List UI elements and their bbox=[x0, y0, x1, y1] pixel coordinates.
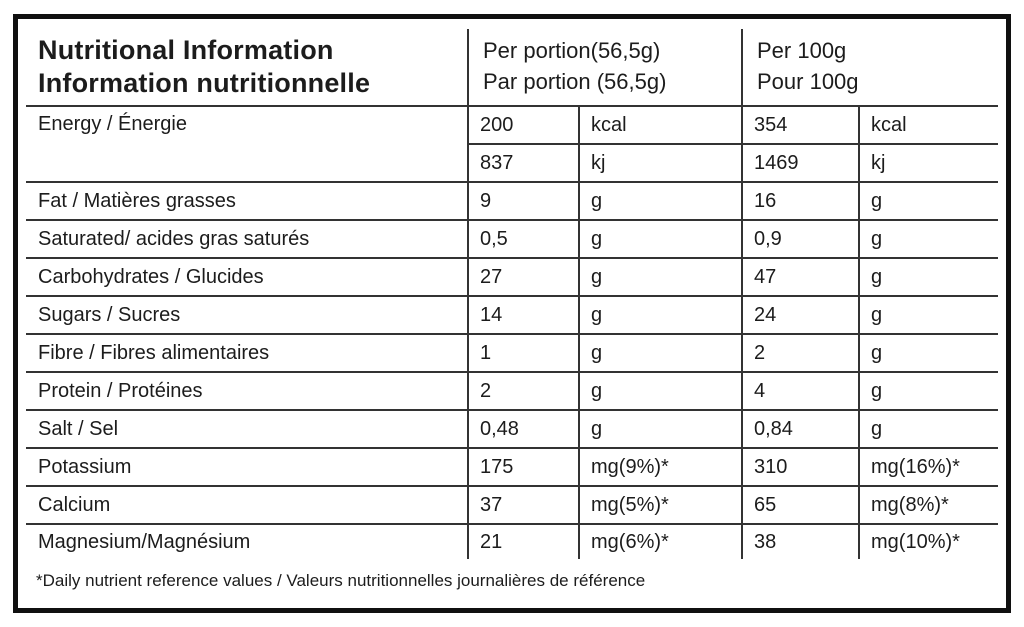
per100-unit: g bbox=[859, 334, 998, 373]
per100-value: 47 bbox=[742, 258, 860, 297]
table-row-calcium: Calcium 37 mg(5%)* 65 mg(8%)* bbox=[26, 486, 998, 525]
per-portion-header-fr: Par portion (56,5g) bbox=[483, 69, 667, 94]
portion-value: 1 bbox=[468, 334, 580, 373]
per100-value: 310 bbox=[742, 448, 860, 487]
table-header-row: Nutritional Information Information nutr… bbox=[26, 29, 998, 107]
row-label: Sugars / Sucres bbox=[26, 296, 469, 335]
per100-value: 354 bbox=[742, 106, 860, 145]
per100-unit: mg(16%)* bbox=[859, 448, 998, 487]
per100-value: 2 bbox=[742, 334, 860, 373]
per100-value: 16 bbox=[742, 182, 860, 221]
per100-unit: kj bbox=[859, 144, 998, 183]
portion-unit: g bbox=[579, 220, 743, 259]
table-row-salt: Salt / Sel 0,48 g 0,84 g bbox=[26, 410, 998, 449]
per100-unit: kcal bbox=[859, 106, 998, 145]
table-title-fr: Information nutritionnelle bbox=[38, 68, 371, 98]
row-label: Potassium bbox=[26, 448, 469, 487]
per100-value: 24 bbox=[742, 296, 860, 335]
table-row-saturated: Saturated/ acides gras saturés 0,5 g 0,9… bbox=[26, 220, 998, 259]
portion-value: 0,48 bbox=[468, 410, 580, 449]
table-row-fibre: Fibre / Fibres alimentaires 1 g 2 g bbox=[26, 334, 998, 373]
portion-unit: g bbox=[579, 258, 743, 297]
per100-unit: g bbox=[859, 372, 998, 411]
portion-unit: mg(9%)* bbox=[579, 448, 743, 487]
column-header-per-100g: Per 100g Pour 100g bbox=[742, 29, 998, 107]
portion-value: 37 bbox=[468, 486, 580, 525]
table-title-en: Nutritional Information bbox=[38, 35, 334, 66]
footnote-text: *Daily nutrient reference values / Valeu… bbox=[36, 571, 646, 590]
portion-value: 837 bbox=[468, 144, 580, 183]
row-label: Carbohydrates / Glucides bbox=[26, 258, 469, 297]
per100-unit: g bbox=[859, 258, 998, 297]
portion-unit: g bbox=[579, 296, 743, 335]
per100-unit: g bbox=[859, 296, 998, 335]
portion-unit: g bbox=[579, 334, 743, 373]
portion-value: 0,5 bbox=[468, 220, 580, 259]
portion-unit: mg(6%)* bbox=[579, 524, 743, 559]
portion-unit: mg(5%)* bbox=[579, 486, 743, 525]
portion-value: 27 bbox=[468, 258, 580, 297]
row-label: Fat / Matières grasses bbox=[26, 182, 469, 221]
row-label: Protein / Protéines bbox=[26, 372, 469, 411]
row-label: Energy / Énergie bbox=[26, 106, 469, 183]
footnote-row: *Daily nutrient reference values / Valeu… bbox=[26, 559, 998, 603]
portion-value: 200 bbox=[468, 106, 580, 145]
row-label: Saturated/ acides gras saturés bbox=[26, 220, 469, 259]
portion-value: 175 bbox=[468, 448, 580, 487]
table-row-magnesium: Magnesium/Magnésium 21 mg(6%)* 38 mg(10%… bbox=[26, 524, 998, 559]
table-row-potassium: Potassium 175 mg(9%)* 310 mg(16%)* bbox=[26, 448, 998, 487]
per100-unit: g bbox=[859, 410, 998, 449]
portion-value: 21 bbox=[468, 524, 580, 559]
nutrition-table: Nutritional Information Information nutr… bbox=[26, 29, 998, 603]
table-row-carbohydrates: Carbohydrates / Glucides 27 g 47 g bbox=[26, 258, 998, 297]
per-100g-header-en: Per 100g bbox=[757, 38, 847, 64]
row-label: Fibre / Fibres alimentaires bbox=[26, 334, 469, 373]
table-row-sugars: Sugars / Sucres 14 g 24 g bbox=[26, 296, 998, 335]
portion-unit: kj bbox=[579, 144, 743, 183]
per100-unit: g bbox=[859, 220, 998, 259]
table-title: Nutritional Information Information nutr… bbox=[26, 29, 469, 107]
portion-value: 9 bbox=[468, 182, 580, 221]
per100-value: 38 bbox=[742, 524, 860, 559]
portion-unit: g bbox=[579, 182, 743, 221]
per100-value: 0,84 bbox=[742, 410, 860, 449]
row-label: Calcium bbox=[26, 486, 469, 525]
portion-value: 2 bbox=[468, 372, 580, 411]
nutrition-label-frame: Nutritional Information Information nutr… bbox=[13, 14, 1011, 613]
per100-value: 0,9 bbox=[742, 220, 860, 259]
row-label: Magnesium/Magnésium bbox=[26, 524, 469, 559]
per100-value: 1469 bbox=[742, 144, 860, 183]
portion-unit: kcal bbox=[579, 106, 743, 145]
per100-value: 4 bbox=[742, 372, 860, 411]
table-row-protein: Protein / Protéines 2 g 4 g bbox=[26, 372, 998, 411]
table-row-energy-kcal: Energy / Énergie 200 kcal 354 kcal bbox=[26, 106, 998, 183]
table-row-energy-kj: 837 kj 1469 kj bbox=[26, 144, 998, 183]
per100-unit: mg(10%)* bbox=[871, 530, 960, 553]
per100-unit: mg(8%)* bbox=[859, 486, 998, 525]
row-label: Salt / Sel bbox=[26, 410, 469, 449]
portion-unit: g bbox=[579, 410, 743, 449]
portion-unit: g bbox=[579, 372, 743, 411]
portion-value: 14 bbox=[468, 296, 580, 335]
column-header-per-portion: Per portion(56,5g) Par portion (56,5g) bbox=[468, 29, 743, 107]
per100-unit: g bbox=[859, 182, 998, 221]
per-100g-header-fr: Pour 100g bbox=[757, 69, 859, 94]
table-row-fat: Fat / Matières grasses 9 g 16 g bbox=[26, 182, 998, 221]
per-portion-header-en: Per portion(56,5g) bbox=[483, 38, 661, 64]
per100-value: 65 bbox=[742, 486, 860, 525]
